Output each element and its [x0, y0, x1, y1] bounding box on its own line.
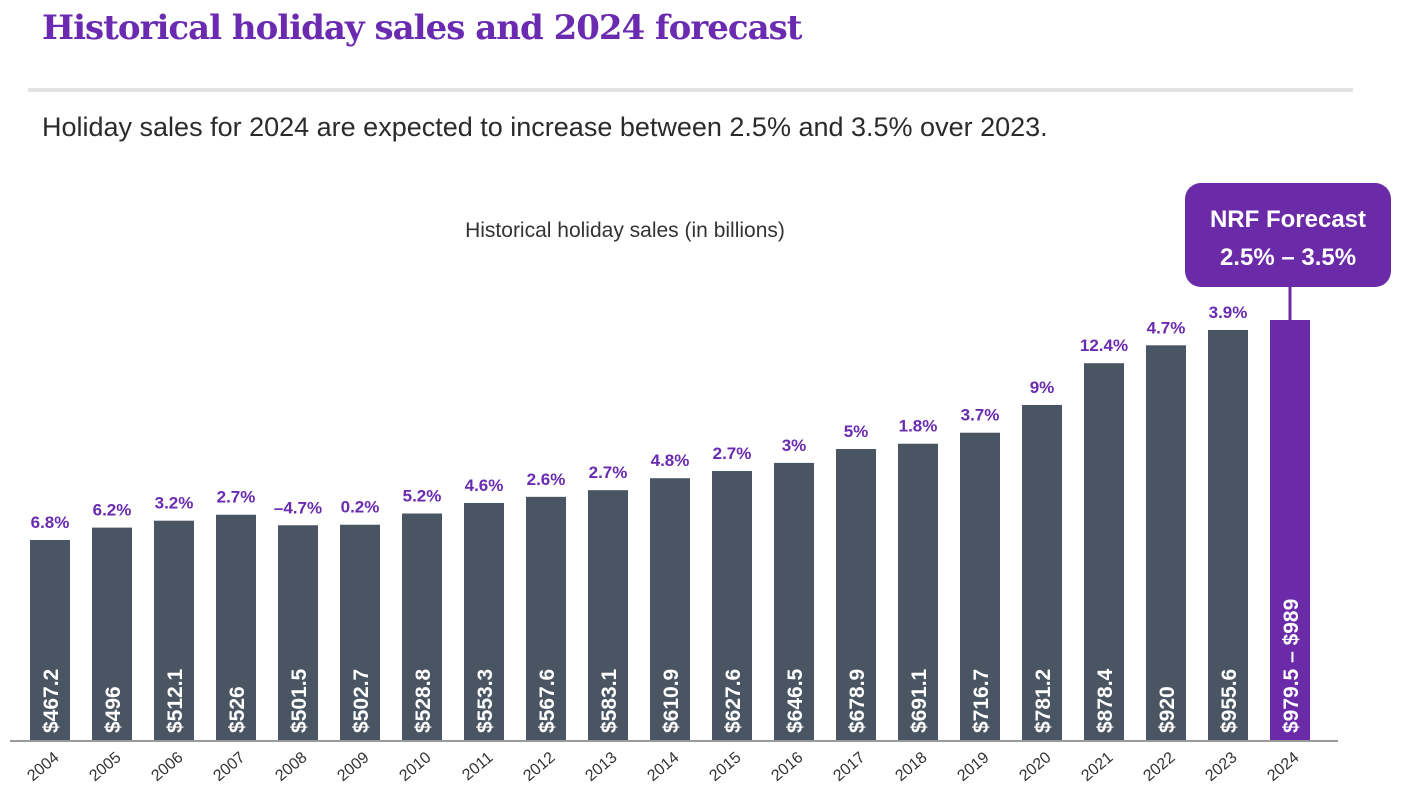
bar: [464, 502, 504, 741]
x-tick-label: 2010: [396, 749, 434, 785]
x-tick-label: 2023: [1202, 749, 1240, 785]
chart-title: Historical holiday sales (in billions): [465, 219, 785, 242]
value-label: $501.5: [288, 668, 311, 733]
bar: [836, 448, 876, 741]
x-tick-label: 2009: [334, 749, 372, 785]
growth-label: 4.6%: [465, 476, 504, 495]
bar: [340, 524, 380, 741]
x-tick-label: 2005: [86, 749, 124, 785]
x-tick-label: 2021: [1078, 749, 1116, 785]
x-tick-label: 2018: [892, 749, 930, 785]
value-label: $691.1: [908, 668, 931, 733]
growth-label: 2.7%: [217, 488, 256, 507]
bar: [30, 540, 70, 741]
bar: [278, 525, 318, 741]
x-tick-label: 2015: [706, 749, 744, 785]
value-label: $716.7: [970, 669, 993, 733]
value-label: $512.1: [164, 668, 187, 733]
growth-label: 6.2%: [93, 501, 132, 520]
bar: [712, 471, 752, 741]
x-tick-label: 2004: [24, 749, 62, 785]
growth-label: 4.7%: [1147, 318, 1186, 337]
x-tick-label: 2011: [459, 749, 496, 784]
growth-label: 3.9%: [1209, 303, 1248, 322]
x-tick-label: 2014: [644, 749, 682, 785]
callout-box: [1185, 183, 1391, 287]
bar: [216, 514, 256, 741]
growth-label: 3.7%: [961, 406, 1000, 425]
value-label: $610.9: [660, 669, 683, 733]
growth-label: 5%: [844, 422, 869, 441]
growth-label: 12.4%: [1080, 336, 1128, 355]
growth-label: 4.8%: [651, 451, 690, 470]
x-tick-label: 2020: [1016, 749, 1054, 785]
value-label: $627.6: [722, 669, 745, 733]
header-divider: [28, 88, 1353, 92]
page-subtitle: Holiday sales for 2024 are expected to i…: [42, 112, 1048, 142]
value-label: $646.5: [784, 668, 807, 733]
bar: [960, 432, 1000, 741]
value-label: $979.5 – $989: [1280, 599, 1303, 733]
value-label: $528.8: [412, 668, 435, 733]
forecast-callout: NRF Forecast 2.5% – 3.5%: [1185, 183, 1391, 320]
growth-label: 3%: [782, 436, 807, 455]
bar: [154, 520, 194, 741]
x-tick-label: 2007: [210, 749, 248, 785]
bar: [92, 527, 132, 741]
growth-label: 3.2%: [155, 494, 194, 513]
bar: [650, 478, 690, 741]
x-tick-label: 2013: [582, 749, 620, 785]
growth-label: 2.6%: [527, 470, 566, 489]
value-label: $878.4: [1094, 668, 1117, 733]
x-tick-label: 2017: [830, 749, 868, 785]
growth-label: 9%: [1030, 378, 1055, 397]
value-label: $678.9: [846, 669, 869, 733]
bar: [898, 443, 938, 741]
value-label: $781.2: [1032, 669, 1055, 733]
x-tick-label: 2024: [1264, 749, 1302, 785]
growth-label: 0.2%: [341, 498, 380, 517]
callout-range: 2.5% – 3.5%: [1220, 244, 1356, 271]
value-label: $567.6: [536, 669, 559, 733]
x-tick-label: 2019: [954, 749, 992, 785]
bar: [1208, 330, 1248, 741]
growth-label: 1.8%: [899, 417, 938, 436]
x-tick-label: 2008: [272, 749, 310, 785]
bar: [1146, 345, 1186, 741]
growth-label: 5.2%: [403, 487, 442, 506]
x-tick-label: 2012: [520, 749, 558, 785]
bar: [1022, 404, 1062, 741]
value-label: $467.2: [40, 669, 63, 733]
x-tick-label: 2006: [148, 749, 186, 785]
growth-label: 2.7%: [713, 444, 752, 463]
value-label: $553.3: [474, 669, 497, 733]
value-label: $502.7: [350, 669, 373, 733]
value-label: $955.6: [1218, 669, 1241, 733]
value-label: $583.1: [598, 668, 621, 733]
bar: [1084, 363, 1124, 741]
value-label: $526: [226, 686, 249, 733]
bar: [526, 496, 566, 741]
value-label: $920: [1156, 686, 1179, 733]
page-title: Historical holiday sales and 2024 foreca…: [42, 8, 802, 48]
x-tick-label: 2022: [1140, 749, 1178, 785]
forecast-bar: [1270, 320, 1310, 741]
growth-label: 6.8%: [31, 513, 70, 532]
growth-label: 2.7%: [589, 463, 628, 482]
value-label: $496: [102, 686, 125, 733]
bar: [774, 462, 814, 741]
callout-title: NRF Forecast: [1210, 206, 1366, 233]
growth-label: –4.7%: [274, 498, 322, 517]
bar: [402, 513, 442, 741]
x-tick-label: 2016: [768, 749, 806, 785]
bar: [588, 490, 628, 741]
